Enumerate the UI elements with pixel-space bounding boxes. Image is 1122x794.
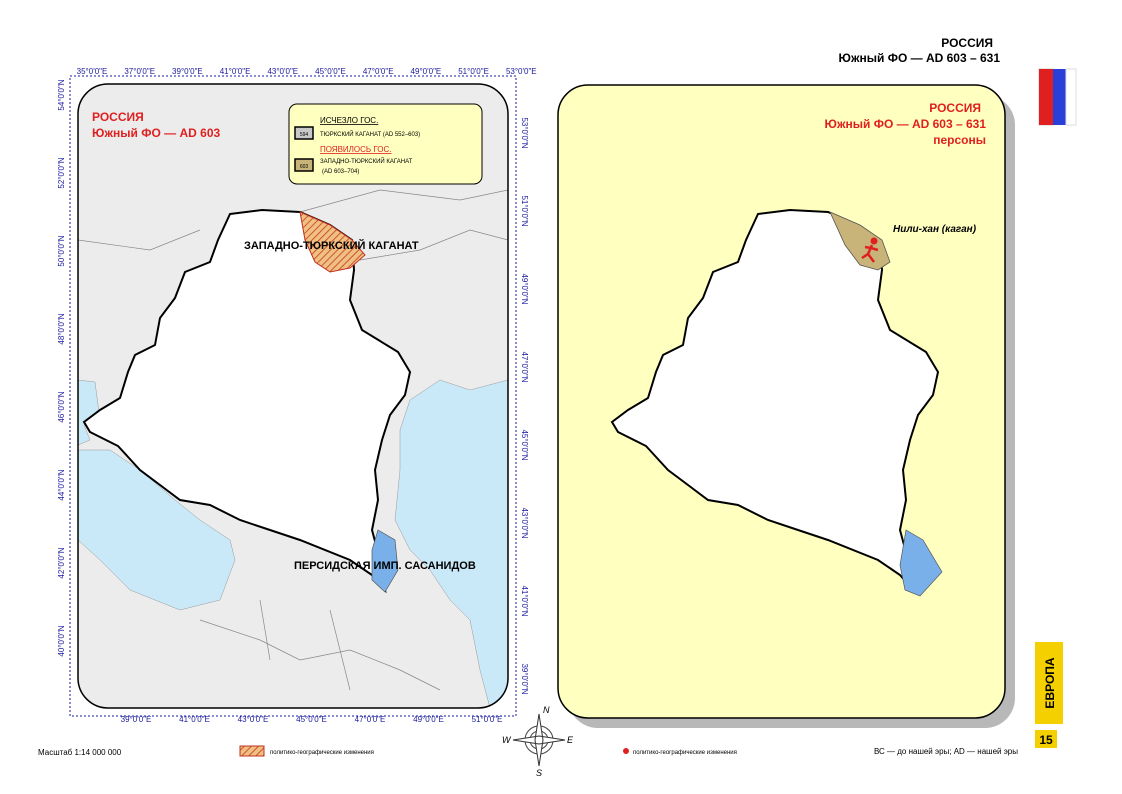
map-title: РОССИЯ [92,110,144,124]
legend-item: ТЮРКСКИЙ КАГАНАТ (AD 552–603) [320,130,420,138]
section: ЕВРОПА [1043,657,1057,708]
legend-code: 594 [300,132,309,138]
lat-label: 42°0'0"N [57,547,66,578]
legend-heading: ПОЯВИЛОСЬ ГОС. [320,145,392,154]
compass-letter: W [502,735,512,745]
left-map: РОССИЯ Южный ФО — AD 603 ИСЧЕЗЛО ГОС. 59… [57,67,537,724]
lat-label: 47°0'0"N [520,351,529,382]
lat-label: 45°0'0"N [520,429,529,460]
flag-white2 [1065,68,1077,126]
compass-letter: S [536,768,542,778]
page-number: 15 [1039,733,1053,747]
map-subtitle: персоны [933,133,986,147]
lon-label: 37°0'0"E [124,67,155,76]
lat-label: 49°0'0"N [520,273,529,304]
lat-label: 43°0'0"N [520,507,529,538]
lon-label: 41°0'0"E [179,715,210,724]
lat-label: 40°0'0"N [57,625,66,656]
lat-label: 41°0'0"N [520,585,529,616]
flag-red [1039,69,1053,125]
lon-label: 51°0'0"E [458,67,489,76]
lat-label: 52°0'0"N [57,157,66,188]
map-title: РОССИЯ [929,101,981,115]
person-area [829,211,891,271]
lat-label: 44°0'0"N [57,469,66,500]
lat-label: 54°0'0"N [57,79,66,110]
lat-label: 51°0'0"N [520,195,529,226]
lon-label: 45°0'0"E [296,715,327,724]
lon-label: 49°0'0"E [413,715,444,724]
legend-item: ЗАПАДНО-ТЮРКСКИЙ КАГАНАТ [320,157,413,165]
lon-label: 39°0'0"E [121,715,152,724]
lon-label: 49°0'0"E [411,67,442,76]
legend: ИСЧЕЗЛО ГОС. 594 ТЮРКСКИЙ КАГАНАТ (AD 55… [288,103,483,185]
lon-label: 47°0'0"E [355,715,386,724]
compass-letter: E [567,735,574,745]
person-icon [861,237,879,263]
map-label: ЗАПАДНО-ТЮРКСКИЙ КАГАНАТ [244,239,419,252]
lon-label: 35°0'0"E [77,67,108,76]
map-frame [69,75,517,717]
legend-note: политико-географические изменения [270,750,374,756]
lat-label: 48°0'0"N [57,313,66,344]
legend-heading: ИСЧЕЗЛО ГОС. [320,116,378,125]
compass-letter: N [543,705,550,715]
borders [78,189,508,691]
lon-label: 43°0'0"E [267,67,298,76]
lat-label: 50°0'0"N [57,235,66,266]
legend-code: 603 [300,164,309,170]
lon-label: 45°0'0"E [315,67,346,76]
lon-label: 41°0'0"E [220,67,251,76]
person-label: Нили-хан (каган) [893,224,977,235]
lat-label: 39°0'0"N [520,663,529,694]
lon-label: 53°0'0"E [506,67,537,76]
caspian-sea [394,379,508,708]
legend-item: (AD 603–704) [322,169,359,175]
flag-blue [1053,69,1066,125]
right-map: РОССИЯ Южный ФО — AD 603 – 631 персоны Н… [557,84,1015,728]
lake [899,529,943,597]
lon-label: 39°0'0"E [172,67,203,76]
legend-note: политико-географические изменения [633,750,737,756]
compass: N W E S [502,705,574,778]
map-subtitle: Южный ФО — AD 603 – 631 [824,117,986,131]
map-subtitle: Южный ФО — AD 603 [92,126,220,140]
lon-label: 51°0'0"E [472,715,503,724]
scale: Масштаб 1:14 000 000 [38,748,122,757]
lat-label: 53°0'0"N [520,117,529,148]
changed-area [299,211,366,273]
header-subtitle: Южный ФО — AD 603 – 631 [838,51,1000,65]
header-country: РОССИЯ [941,36,993,50]
lon-label: 43°0'0"E [238,715,269,724]
era-note: ВС — до нашей эры; AD — нашей эры [874,747,1018,756]
map-label: ПЕРСИДСКАЯ ИМП. САСАНИДОВ [294,560,476,572]
lon-label: 47°0'0"E [363,67,394,76]
lat-label: 46°0'0"N [57,391,66,422]
lake [371,529,399,593]
